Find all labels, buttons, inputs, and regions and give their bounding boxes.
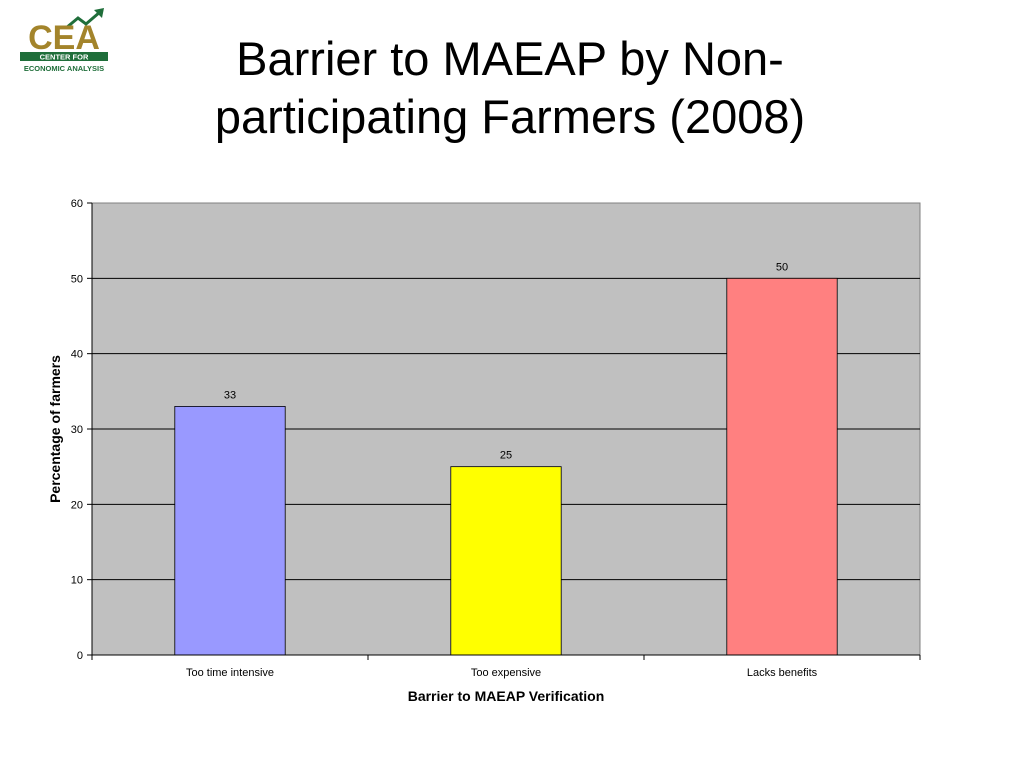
- bar-1: [174, 405, 286, 656]
- y-axis-title: Percentage of farmers: [47, 355, 63, 503]
- x-tick-label-1: Too time intensive: [186, 667, 274, 679]
- y-tick-label: 10: [71, 575, 83, 587]
- logo-subtitle-line2: ECONOMIC ANALYSIS: [24, 64, 104, 73]
- bar-3: [726, 277, 838, 656]
- logo-subtitle-line1: CENTER FOR: [40, 53, 89, 62]
- y-tick-label: 30: [71, 424, 83, 436]
- data-label-1: 33: [224, 389, 236, 401]
- logo-band: [20, 52, 108, 61]
- cea-logo: CEA CENTER FOR ECONOMIC ANALYSIS: [20, 8, 108, 73]
- arrow-head-icon: [94, 8, 104, 18]
- x-tick-label-3: Lacks benefits: [747, 667, 818, 679]
- growth-arrow-icon: [65, 10, 101, 30]
- y-tick-label: 0: [77, 650, 83, 662]
- data-labels: 33 25 50: [224, 261, 788, 461]
- slide-title: Barrier to MAEAP by Non-participating Fa…: [214, 32, 806, 143]
- y-tick-label: 20: [71, 499, 83, 511]
- x-tick-label-2: Too expensive: [471, 667, 541, 679]
- data-label-3: 50: [776, 261, 788, 273]
- logo-text: CEA: [28, 19, 100, 57]
- y-axis-ticks: 0 10 20 30 40 50 60: [71, 198, 92, 662]
- y-tick-label: 60: [71, 198, 83, 210]
- x-axis-title: Barrier to MAEAP Verification: [408, 688, 605, 704]
- data-label-2: 25: [500, 450, 512, 462]
- x-axis-ticks: Too time intensive Too expensive Lacks ben…: [91, 655, 921, 679]
- y-tick-label: 40: [71, 349, 83, 361]
- y-tick-label: 50: [71, 273, 83, 285]
- bar-2: [450, 466, 562, 656]
- bars: [174, 277, 838, 656]
